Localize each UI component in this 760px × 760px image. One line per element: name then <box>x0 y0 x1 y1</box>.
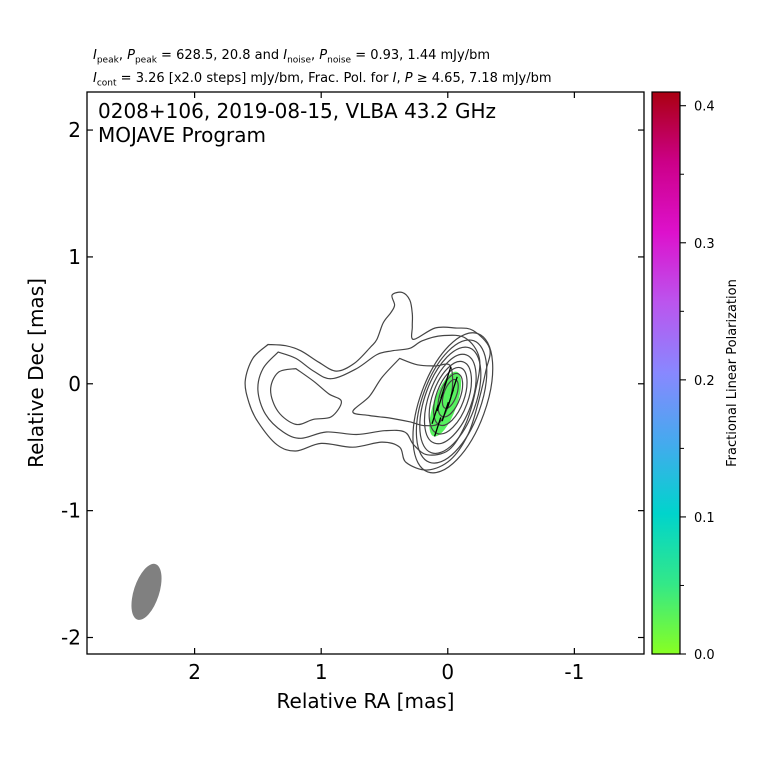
program-label: MOJAVE Program <box>98 123 267 147</box>
y-tick-label: 1 <box>68 245 81 269</box>
y-axis-label: Relative Dec [mas] <box>24 278 48 468</box>
contour-line <box>437 372 464 418</box>
colorbar-tick-label: 0.0 <box>694 648 715 663</box>
axis-ticks: 2 1 0 -1 2 1 0 -1 -2 <box>61 92 644 684</box>
y-tick-label: 2 <box>68 118 81 142</box>
contour-line <box>269 367 343 426</box>
colorbar-tick-label: 0.4 <box>694 100 715 115</box>
contour-line <box>412 332 494 474</box>
evpa-vector <box>446 389 455 409</box>
contour-line <box>244 291 491 471</box>
evpa-vector <box>433 417 442 437</box>
contour-line <box>423 353 477 445</box>
beam-ellipse <box>131 563 162 620</box>
header-line-1: Ipeak, Ppeak = 628.5, 20.8 and Inoise, P… <box>93 48 490 66</box>
header-line-2: Icont = 3.26 [x2.0 steps] mJy/bm, Frac. … <box>93 71 552 89</box>
contour-line <box>257 334 481 456</box>
x-axis-label: Relative RA [mas] <box>277 689 455 713</box>
x-tick-label: 2 <box>188 660 201 684</box>
colorbar-tick-label: 0.2 <box>694 374 715 389</box>
axes-frame <box>86 91 645 655</box>
y-tick-label: -1 <box>61 499 81 523</box>
colorbar-tick-label: 0.1 <box>694 511 715 526</box>
x-tick-label: 0 <box>441 660 454 684</box>
x-tick-label: 1 <box>315 660 328 684</box>
colorbar <box>651 91 681 655</box>
colorbar-label: Fractional Linear Polarization <box>725 279 740 467</box>
contour-line <box>432 366 468 427</box>
source-title: 0208+106, 2019-08-15, VLBA 43.2 GHz <box>98 99 496 123</box>
contour-line <box>415 339 488 464</box>
contour-line <box>419 346 482 455</box>
colorbar-ticks: 0.0 0.1 0.2 0.3 0.4 <box>680 100 715 663</box>
evpa-vector <box>441 401 449 422</box>
plot-area <box>131 291 494 620</box>
y-tick-label: -2 <box>61 626 81 650</box>
evpa-vector <box>436 391 444 412</box>
contour-line <box>428 360 473 435</box>
evpa-vector <box>431 404 439 424</box>
x-tick-label: -1 <box>564 660 584 684</box>
y-tick-label: 0 <box>68 372 81 396</box>
colorbar-tick-label: 0.3 <box>694 237 715 252</box>
contour-line <box>441 378 459 410</box>
